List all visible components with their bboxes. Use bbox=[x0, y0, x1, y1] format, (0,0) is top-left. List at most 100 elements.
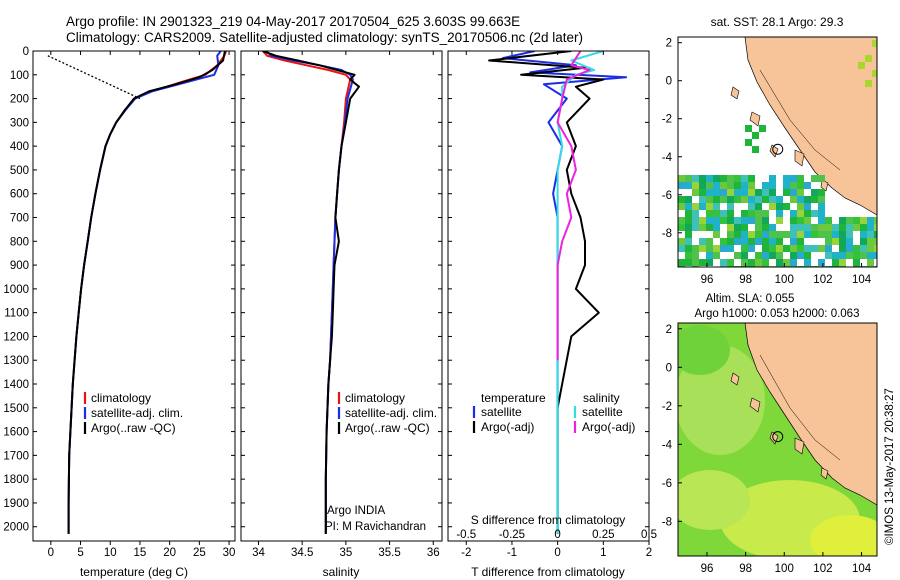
sst-cell bbox=[678, 203, 685, 210]
sst-cell bbox=[685, 259, 692, 266]
sst-cell bbox=[752, 132, 759, 139]
legend-label-t-argo: Argo(-adj) bbox=[481, 420, 534, 434]
sst-cell bbox=[846, 245, 853, 252]
sst-cell bbox=[818, 259, 825, 266]
sst-cell bbox=[692, 224, 699, 231]
sst-cell bbox=[783, 245, 790, 252]
sst-cell bbox=[755, 238, 762, 245]
sst-cell bbox=[713, 210, 720, 217]
series-line-0 bbox=[501, 51, 628, 534]
s-difference-axis: -0.5 -0.25 0 0.25 0.5 bbox=[456, 529, 657, 541]
sst-cell bbox=[860, 217, 867, 224]
sst-cell bbox=[748, 210, 755, 217]
sst-cell bbox=[804, 252, 811, 259]
sst-cell bbox=[713, 224, 720, 231]
depth-tick-label: 100 bbox=[10, 70, 29, 82]
sst-cell bbox=[692, 210, 699, 217]
sst-cell bbox=[755, 224, 762, 231]
sst-cell bbox=[867, 224, 874, 231]
sst-cell bbox=[734, 224, 741, 231]
sst-cell bbox=[713, 203, 720, 210]
x-tick-label: 34 bbox=[252, 547, 265, 559]
sla-map-panel: Altim. SLA: 0.055 Argo h1000: 0.053 h200… bbox=[662, 293, 878, 575]
sst-cell bbox=[706, 196, 713, 203]
sst-cell bbox=[776, 238, 783, 245]
sst-cell bbox=[685, 245, 692, 252]
sst-cell bbox=[727, 189, 734, 196]
sst-cell bbox=[685, 196, 692, 203]
difference-legend: temperature salinity satellite Argo(-adj… bbox=[472, 391, 635, 434]
sst-cell bbox=[776, 217, 783, 224]
sst-cell bbox=[699, 196, 706, 203]
sst-map-axes: 96 98 100 102 104 2 0 -2 -4 -6 -8 bbox=[662, 38, 872, 286]
temperature-panel: 0100200300400500600700800900100011001200… bbox=[3, 46, 649, 579]
sst-cell bbox=[853, 217, 860, 224]
depth-tick-label: 400 bbox=[10, 141, 29, 153]
depth-tick-label: 1600 bbox=[3, 427, 29, 439]
sst-cell bbox=[734, 252, 741, 259]
temperature-plot-lines bbox=[67, 51, 228, 534]
sst-cell bbox=[874, 252, 877, 259]
sst-cell bbox=[720, 175, 727, 182]
sst-cell bbox=[713, 196, 720, 203]
sst-cell bbox=[713, 189, 720, 196]
sst-cell bbox=[678, 259, 685, 266]
sst-cell bbox=[860, 224, 867, 231]
sst-cell bbox=[783, 231, 790, 238]
depth-tick-label: 1000 bbox=[3, 284, 29, 296]
sst-cell bbox=[811, 231, 818, 238]
s-difference-axis-label: S difference from climatology bbox=[471, 513, 626, 527]
sst-cell bbox=[769, 224, 776, 231]
x-tick-label: 10 bbox=[104, 547, 117, 559]
sst-cell bbox=[839, 217, 846, 224]
argo-float-marker bbox=[772, 431, 784, 443]
s-diff-tick-label: -0.5 bbox=[456, 529, 476, 541]
sst-cell bbox=[853, 259, 860, 266]
sst-map-title: sat. SST: 28.1 Argo: 29.3 bbox=[711, 15, 844, 29]
sst-cell bbox=[839, 252, 846, 259]
sst-cell bbox=[797, 189, 804, 196]
sst-cell bbox=[860, 231, 867, 238]
series-line-3 bbox=[556, 51, 591, 361]
lon-tick-label: 98 bbox=[739, 563, 752, 575]
sst-cell bbox=[867, 231, 874, 238]
sst-cell bbox=[720, 238, 727, 245]
t-difference-axis-label: T difference from climatology bbox=[471, 565, 625, 579]
sst-cell bbox=[727, 210, 734, 217]
sst-cell bbox=[706, 238, 713, 245]
sst-cell bbox=[804, 224, 811, 231]
sst-cell bbox=[776, 252, 783, 259]
sst-cell bbox=[825, 224, 832, 231]
sst-cell bbox=[713, 252, 720, 259]
principal-investigator-label: PI: M Ravichandran bbox=[325, 521, 426, 533]
sst-cell bbox=[790, 189, 797, 196]
sst-cell bbox=[762, 196, 769, 203]
depth-tick-label: 1400 bbox=[3, 379, 29, 391]
sst-cell bbox=[692, 203, 699, 210]
x-tick-label: 1 bbox=[600, 547, 606, 559]
sst-cell bbox=[745, 125, 752, 132]
sumatra-land bbox=[744, 323, 877, 506]
lon-tick-label: 98 bbox=[739, 274, 752, 286]
legend-label-argo: Argo(..raw -QC) bbox=[345, 421, 430, 435]
sst-cell bbox=[867, 238, 874, 245]
sst-cell bbox=[818, 203, 825, 210]
lat-tick-label: -8 bbox=[662, 228, 672, 240]
sst-cell bbox=[685, 182, 692, 189]
depth-axis: 0 100 200 300 400 500 600 700 800 900 1000 1100 1200… bbox=[3, 46, 649, 534]
sst-cell bbox=[685, 217, 692, 224]
sst-cell bbox=[783, 203, 790, 210]
argo-float-marker bbox=[772, 143, 784, 155]
x-tick-label: 25 bbox=[193, 547, 206, 559]
sst-cell bbox=[692, 252, 699, 259]
legend-label-s-satellite: satellite bbox=[582, 405, 623, 419]
legend-label-satellite: satellite-adj. clim. bbox=[91, 406, 183, 420]
argo-program-label: Argo INDIA bbox=[327, 505, 385, 517]
sst-cell bbox=[769, 252, 776, 259]
sst-cell bbox=[727, 259, 734, 266]
sst-cell bbox=[685, 238, 692, 245]
sst-cell bbox=[727, 175, 734, 182]
sst-cell bbox=[818, 224, 825, 231]
lon-tick-label: 102 bbox=[813, 274, 832, 286]
sst-cell bbox=[804, 231, 811, 238]
